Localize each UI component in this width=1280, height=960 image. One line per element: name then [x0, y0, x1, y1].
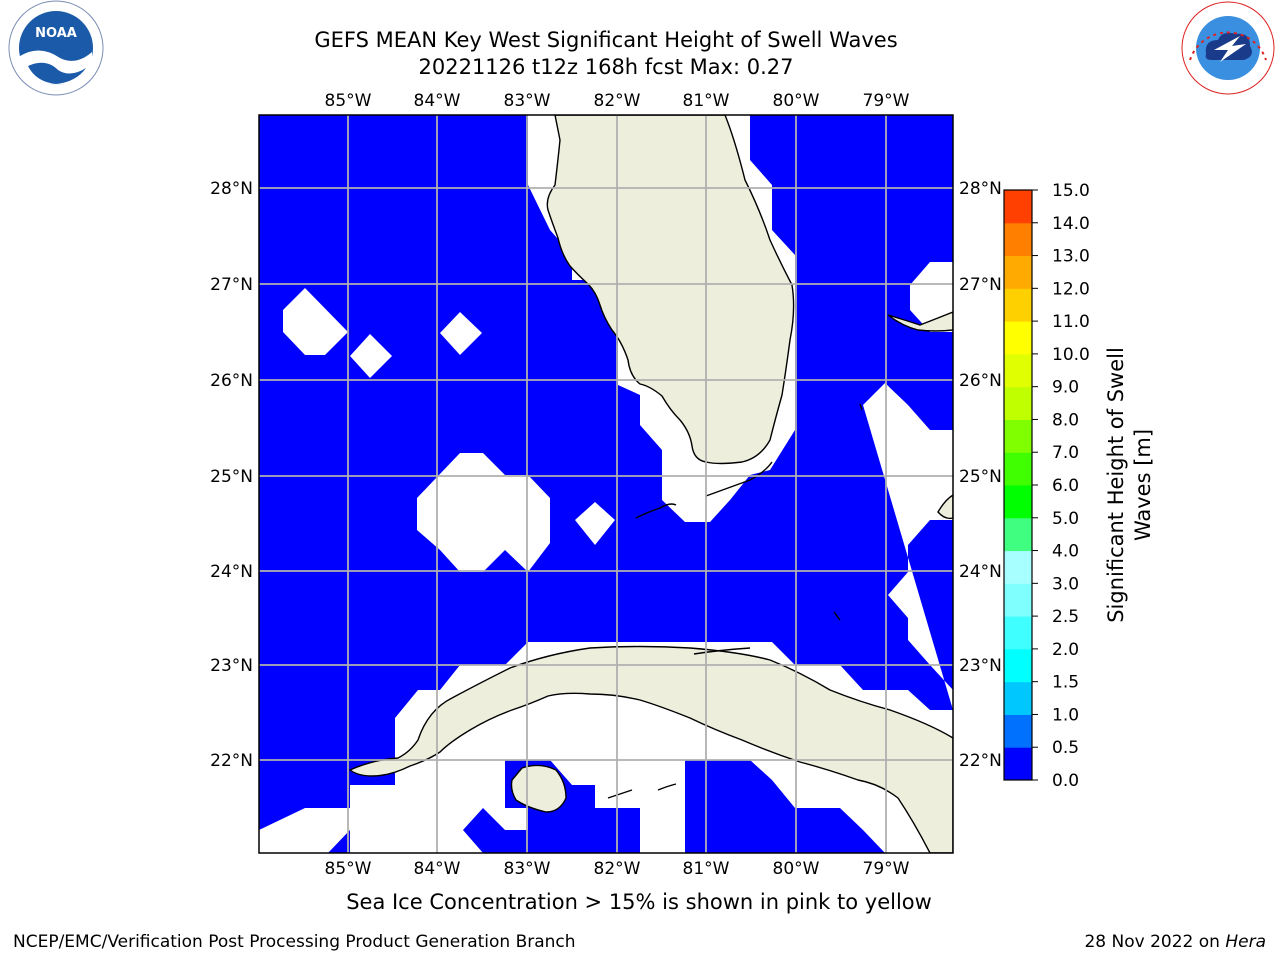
lon-label: 85°W	[325, 859, 372, 879]
colorbar-tick-label: 7.0	[1052, 443, 1079, 463]
colorbar-segment	[1004, 386, 1032, 420]
colorbar-segment	[1004, 714, 1032, 748]
lat-labels-right: 28°N 27°N 26°N 25°N 24°N 23°N 22°N	[959, 179, 1002, 771]
colorbar: 0.0 0.5 1.0 1.5 2.0 2.5 3.0 4.0 5.0 6.0 7.0 8.0 9.0 1…	[1003, 181, 1090, 791]
colorbar-tick-label: 13.0	[1052, 247, 1090, 267]
lon-label: 81°W	[683, 91, 730, 111]
lon-label: 81°W	[683, 859, 730, 879]
lon-labels-top: 85°W 84°W 83°W 82°W 81°W 80°W 79°W	[325, 91, 910, 111]
lat-label: 26°N	[959, 371, 1002, 391]
colorbar-segment	[1004, 583, 1032, 617]
colorbar-tick-label: 5.0	[1052, 509, 1079, 529]
colorbar-tick-label: 11.0	[1052, 312, 1090, 332]
colorbar-segment	[1004, 222, 1032, 257]
footer-credit: NCEP/EMC/Verification Post Processing Pr…	[13, 932, 576, 952]
graticule	[259, 115, 953, 853]
lat-label: 26°N	[210, 371, 253, 391]
colorbar-tick-label: 0.5	[1052, 738, 1079, 758]
colorbar-tick-label: 8.0	[1052, 410, 1079, 430]
colorbar-segment	[1004, 747, 1032, 781]
colorbar-tick-label: 1.5	[1052, 673, 1079, 693]
colorbar-segment	[1004, 452, 1032, 486]
colorbar-segment	[1004, 517, 1032, 552]
colorbar-segment	[1004, 255, 1032, 289]
land-masses	[348, 115, 953, 853]
lat-label: 27°N	[959, 275, 1002, 295]
lat-label: 27°N	[210, 275, 253, 295]
lon-label: 82°W	[594, 859, 641, 879]
colorbar-segment	[1004, 419, 1032, 453]
colorbar-tick-label: 14.0	[1052, 214, 1090, 234]
lon-label: 82°W	[594, 91, 641, 111]
lon-label: 79°W	[863, 91, 910, 111]
lat-label: 24°N	[959, 562, 1002, 582]
lat-label: 22°N	[959, 751, 1002, 771]
lat-label: 24°N	[210, 562, 253, 582]
lat-label: 23°N	[210, 656, 253, 676]
colorbar-segment	[1004, 353, 1032, 388]
colorbar-tick-label: 2.5	[1052, 607, 1079, 627]
lat-label: 23°N	[959, 656, 1002, 676]
chart-title: GEFS MEAN Key West Significant Height of…	[314, 28, 898, 52]
bahamas-abaco	[887, 311, 953, 332]
colorbar-segment	[1004, 616, 1032, 650]
lat-label: 28°N	[959, 179, 1002, 199]
colorbar-tick-label: 0.0	[1052, 771, 1079, 791]
colorbar-segment	[1004, 550, 1032, 584]
chart-subtitle: 20221126 t12z 168h fcst Max: 0.27	[418, 55, 794, 79]
lat-labels-left: 28°N 27°N 26°N 25°N 24°N 23°N 22°N	[210, 179, 253, 771]
colorbar-segment	[1004, 485, 1032, 519]
noaa-logo-text: NOAA	[35, 26, 77, 41]
cuba	[348, 645, 953, 853]
lon-label: 85°W	[325, 91, 372, 111]
nws-logo	[1181, 1, 1275, 95]
colorbar-tick-label: 2.0	[1052, 640, 1079, 660]
keys-and-cays	[607, 403, 863, 799]
lon-labels-bottom: 85°W 84°W 83°W 82°W 81°W 80°W 79°W	[325, 859, 910, 879]
map-frame	[258, 114, 954, 854]
colorbar-segment	[1004, 648, 1032, 683]
colorbar-tick-label: 9.0	[1052, 378, 1079, 398]
lat-label: 28°N	[210, 179, 253, 199]
colorbar-tick-label: 6.0	[1052, 476, 1079, 496]
lon-label: 83°W	[504, 91, 551, 111]
lat-label: 22°N	[210, 751, 253, 771]
colorbar-tick-label: 10.0	[1052, 345, 1090, 365]
colorbar-segment	[1004, 681, 1032, 715]
colorbar-tick-label: 3.0	[1052, 574, 1079, 594]
colorbar-tick-label: 1.0	[1052, 705, 1079, 725]
noaa-logo: NOAA	[8, 0, 104, 96]
lat-label: 25°N	[959, 467, 1002, 487]
lon-label: 83°W	[504, 859, 551, 879]
bahamas-andros	[937, 494, 953, 520]
map-area	[259, 115, 953, 853]
lon-label: 84°W	[414, 859, 461, 879]
colorbar-tick-label: 4.0	[1052, 542, 1079, 562]
lon-label: 80°W	[773, 91, 820, 111]
colorbar-label-line2: Waves [m]	[1131, 429, 1155, 541]
colorbar-segment	[1004, 288, 1032, 322]
colorbar-segment	[1004, 321, 1032, 355]
colorbar-label-line1: Significant Height of Swell	[1104, 347, 1128, 623]
isla-de-la-juventud	[510, 764, 567, 813]
colorbar-tick-label: 12.0	[1052, 279, 1090, 299]
footer-host: Hera	[1225, 932, 1266, 952]
sea-ice-note: Sea Ice Concentration > 15% is shown in …	[346, 890, 932, 914]
colorbar-segment	[1004, 190, 1032, 224]
footer-date-text: 28 Nov 2022 on	[1084, 932, 1226, 952]
colorbar-label: Significant Height of Swell Waves [m]	[1104, 347, 1155, 623]
lat-label: 25°N	[210, 467, 253, 487]
colorbar-tick-label: 15.0	[1052, 181, 1090, 201]
lon-label: 80°W	[773, 859, 820, 879]
lon-label: 79°W	[863, 859, 910, 879]
florida	[546, 115, 795, 465]
lon-label: 84°W	[414, 91, 461, 111]
footer-date: 28 Nov 2022 on Hera	[1084, 932, 1266, 952]
